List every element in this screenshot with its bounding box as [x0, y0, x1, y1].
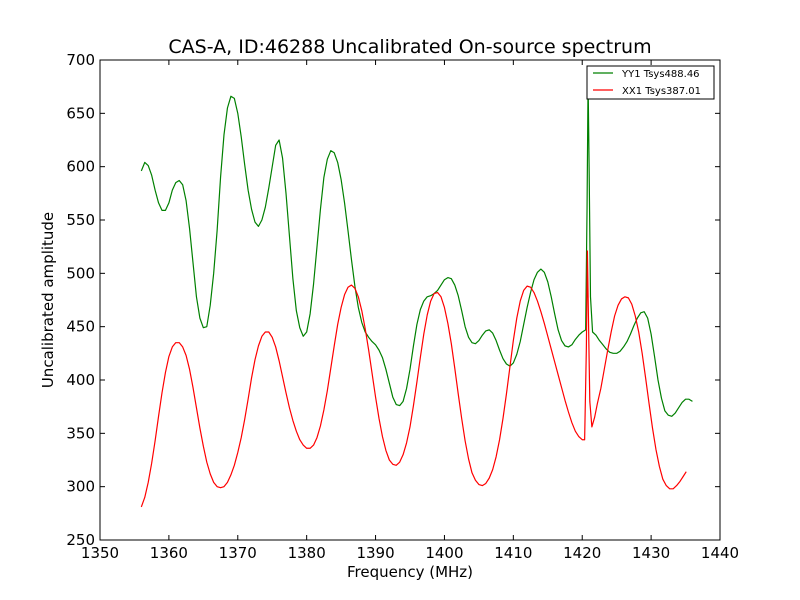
x-tick-label: 1430	[632, 544, 670, 562]
legend-label-yy1: YY1 Tsys488.46	[621, 69, 700, 80]
series-line-yy1	[140, 79, 693, 417]
y-tick-label: 400	[66, 371, 95, 389]
x-tick-label: 1400	[425, 544, 463, 562]
x-tick-label: 1360	[150, 544, 188, 562]
y-axis-label: Uncalibrated amplitude	[39, 212, 57, 388]
legend: YY1 Tsys488.46 XX1 Tsys387.01	[586, 65, 715, 100]
x-tick-label: 1420	[563, 544, 601, 562]
x-axis-label: Frequency (MHz)	[347, 563, 473, 581]
x-tick-label: 1370	[219, 544, 257, 562]
x-axis: 1350 1360 1370 1380 1390 1400 1410 1420 1430 1440	[81, 60, 739, 562]
y-tick-label: 600	[66, 158, 95, 176]
y-tick-label: 700	[66, 51, 95, 69]
x-tick-label: 1380	[288, 544, 326, 562]
y-tick-label: 350	[66, 424, 95, 442]
y-tick-label: 550	[66, 211, 95, 229]
x-tick-label: 1390	[356, 544, 394, 562]
x-tick-label: 1440	[701, 544, 739, 562]
y-tick-label: 450	[66, 318, 95, 336]
legend-box	[586, 65, 715, 100]
legend-label-xx1: XX1 Tsys387.01	[622, 86, 701, 97]
series-line-xx1	[140, 250, 687, 508]
y-tick-label: 500	[66, 264, 95, 282]
plot-area	[99, 59, 721, 541]
chart-title: CAS-A, ID:46288 Uncalibrated On-source s…	[168, 36, 651, 58]
y-tick-label: 250	[66, 531, 95, 549]
y-tick-label: 300	[66, 478, 95, 496]
x-tick-label: 1410	[494, 544, 532, 562]
y-tick-label: 650	[66, 104, 95, 122]
x-tick-label: 1350	[81, 544, 119, 562]
y-axis: 250 300 350 400 450 500 550 600 650 700	[66, 51, 720, 549]
series-layer	[140, 79, 693, 508]
plot-frame	[99, 59, 721, 541]
